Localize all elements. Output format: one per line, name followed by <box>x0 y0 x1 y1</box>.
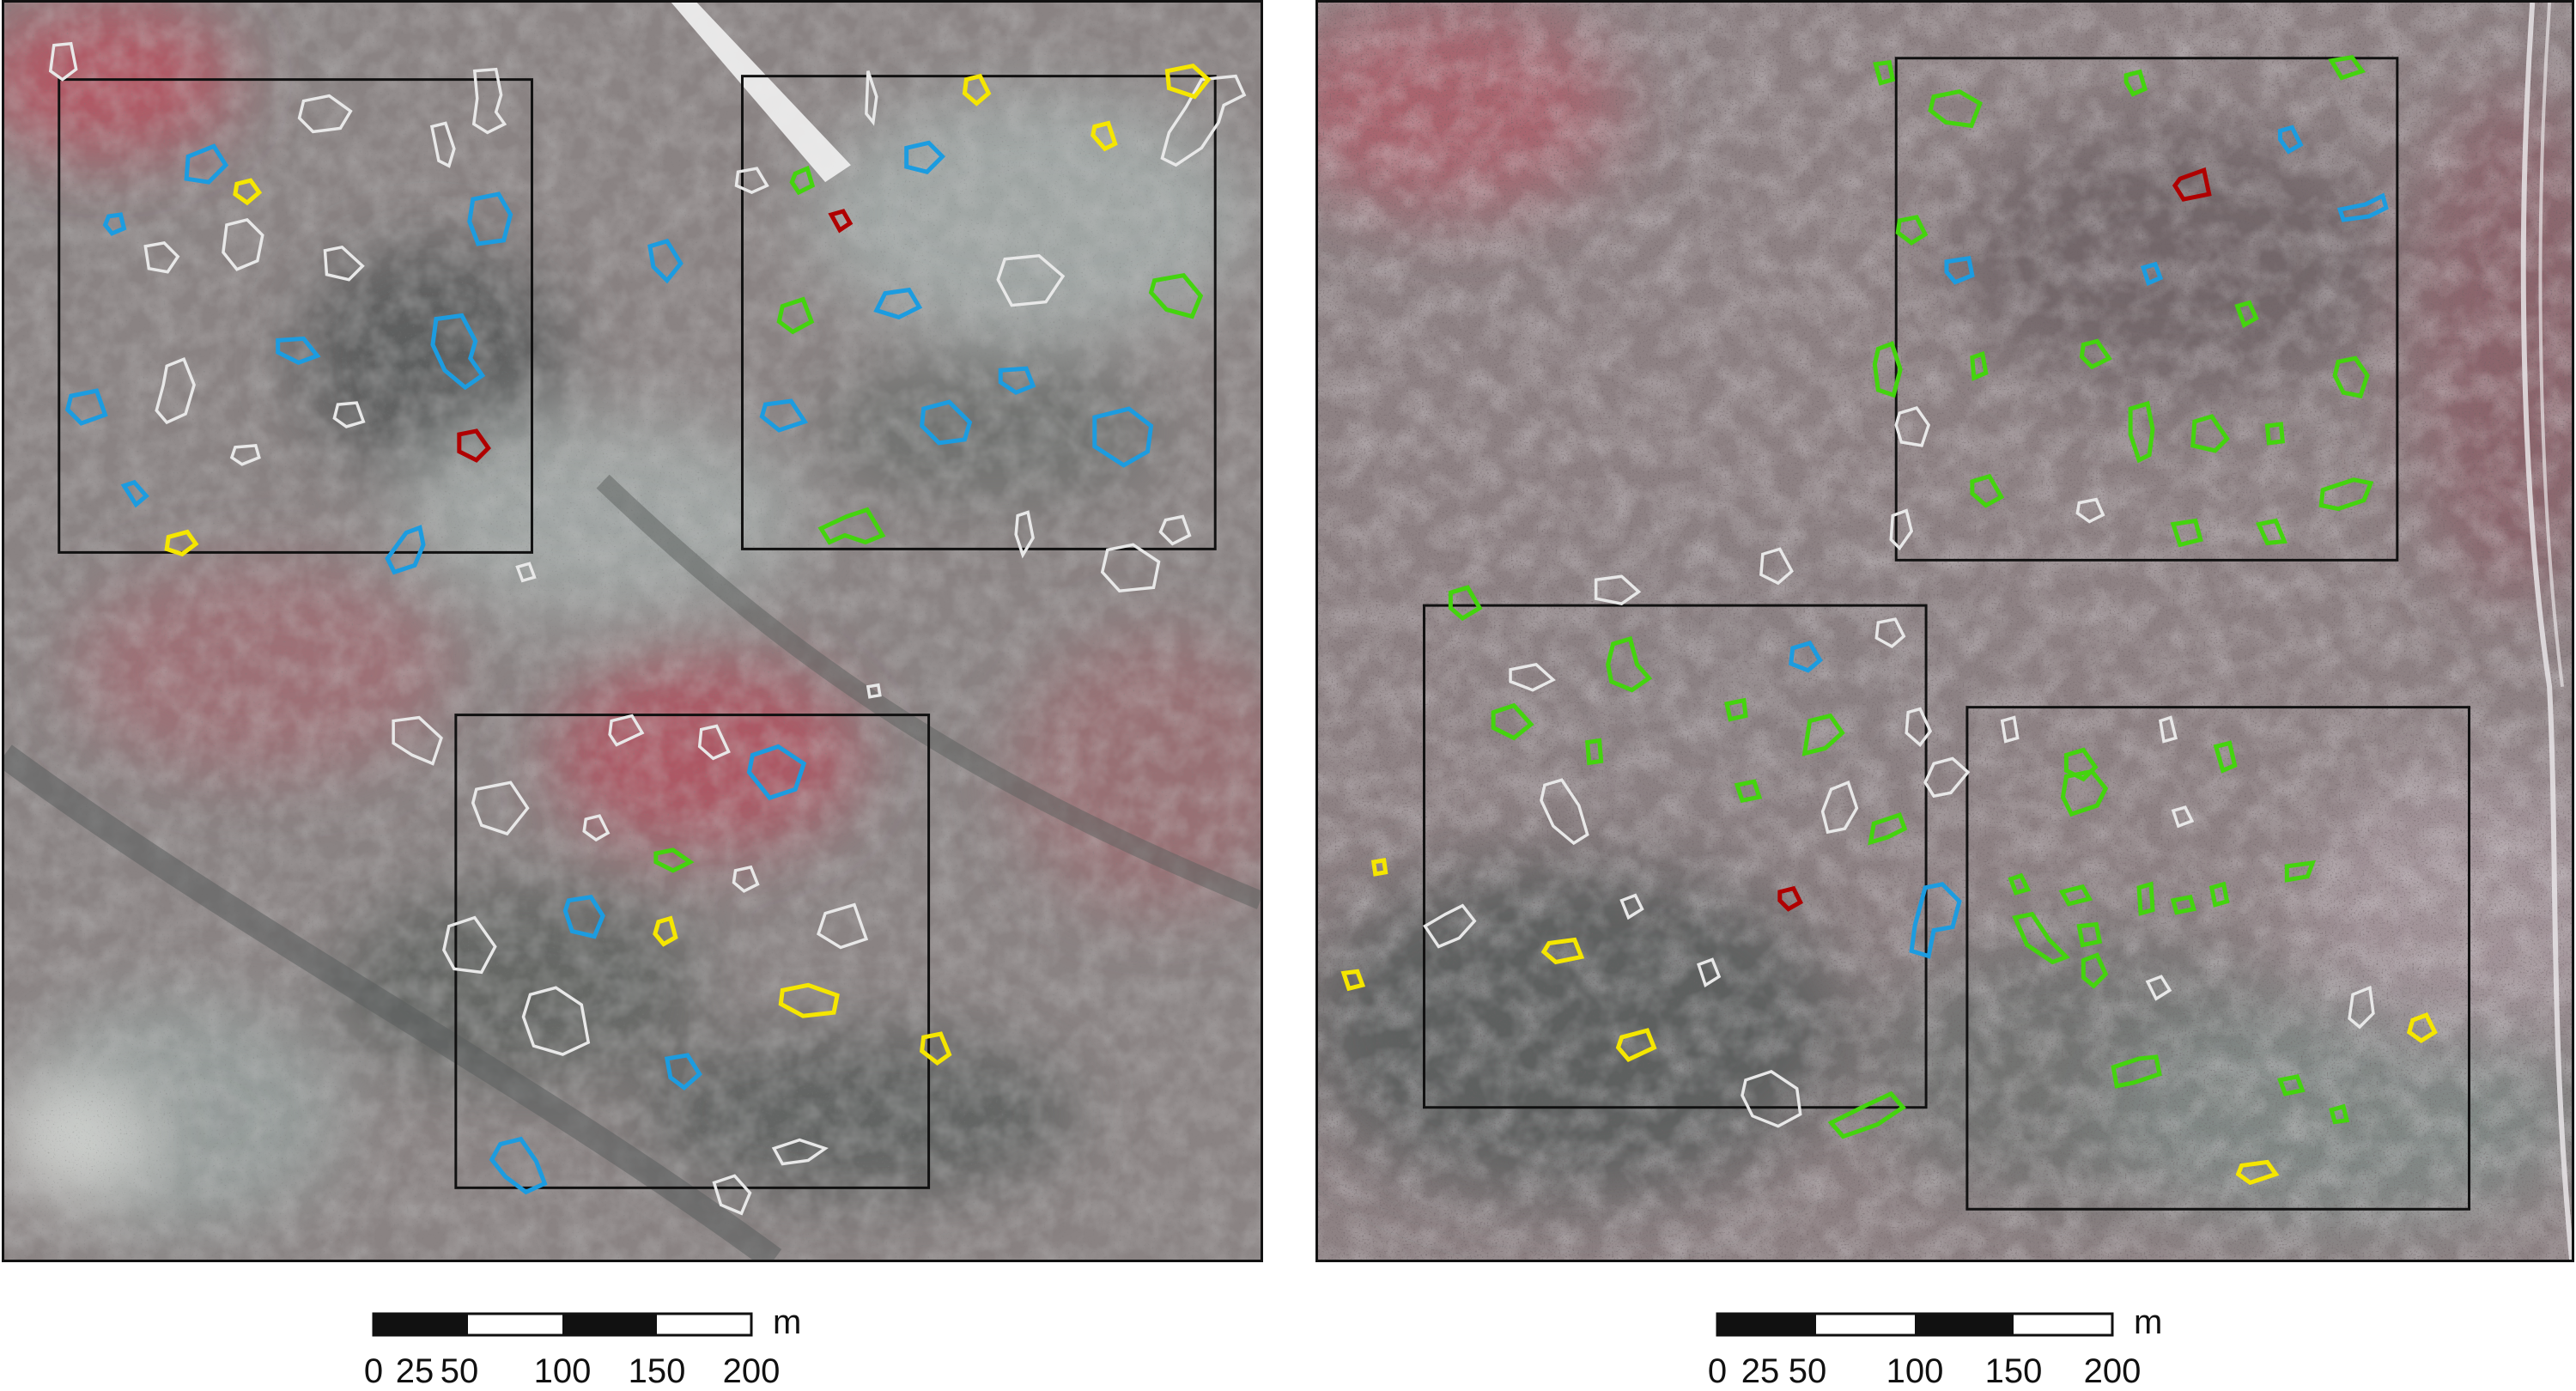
scalebar-right: m 0 25 50 100 150 200 <box>1704 1301 2220 1390</box>
plot-frame <box>1894 57 2399 562</box>
tree-crowns-white-left <box>48 41 1247 1216</box>
scalebar-graphic: m 0 25 50 100 150 200 <box>1708 1303 2162 1390</box>
tree-crowns-blue-right <box>1789 125 2389 959</box>
scalebar-tick-label: 200 <box>723 1352 781 1387</box>
tree-crowns-yellow-left <box>164 64 1212 1066</box>
scalebar-unit: m <box>2134 1303 2162 1341</box>
scalebar-tick-label: 200 <box>2084 1352 2142 1387</box>
scalebar-tick-label: 25 <box>396 1352 434 1387</box>
plot-frame <box>58 78 533 554</box>
scalebar-unit: m <box>773 1303 801 1341</box>
plot-frame <box>1422 604 1928 1109</box>
scalebar-tick-label: 150 <box>629 1352 686 1387</box>
satellite-imagery-left <box>4 3 1261 1260</box>
scalebar-tick-label: 0 <box>364 1352 383 1387</box>
plot-frames-right <box>1422 57 2470 1211</box>
scalebar-tick-label: 25 <box>1741 1352 1780 1387</box>
scalebar-tick-label: 100 <box>534 1352 592 1387</box>
plot-frame <box>1965 706 2470 1211</box>
scalebar-tick-label: 150 <box>1985 1352 2043 1387</box>
tree-crowns-green-right <box>1448 55 2374 1139</box>
map-panel-right <box>1315 0 2574 1262</box>
scalebar-left: m 0 25 50 100 150 200 <box>361 1301 876 1390</box>
scalebar-tick-label: 100 <box>1886 1352 1944 1387</box>
scalebar-segment <box>1915 1314 2014 1335</box>
map-panel-left <box>2 0 1263 1262</box>
tree-crowns-green-left <box>653 165 1204 873</box>
scalebar-tick-label: 50 <box>440 1352 479 1387</box>
tree-crowns-yellow-right <box>1340 858 2438 1186</box>
scalebar-tick-label: 0 <box>1708 1352 1727 1387</box>
scalebar-graphic: m 0 25 50 100 150 200 <box>364 1303 801 1390</box>
satellite-imagery-right <box>1318 3 2572 1260</box>
plot-frame <box>454 714 931 1189</box>
tree-crowns-blue-left <box>64 140 1154 1195</box>
scalebar-segment <box>374 1314 468 1335</box>
tree-crowns-white-right <box>1423 406 2375 1128</box>
scalebar-segment <box>562 1314 657 1335</box>
scalebar-segment <box>1717 1314 1816 1335</box>
tree-crowns-red-left <box>457 209 854 463</box>
tree-crowns-red-right <box>1777 167 2212 912</box>
scalebar-tick-label: 50 <box>1789 1352 1827 1387</box>
